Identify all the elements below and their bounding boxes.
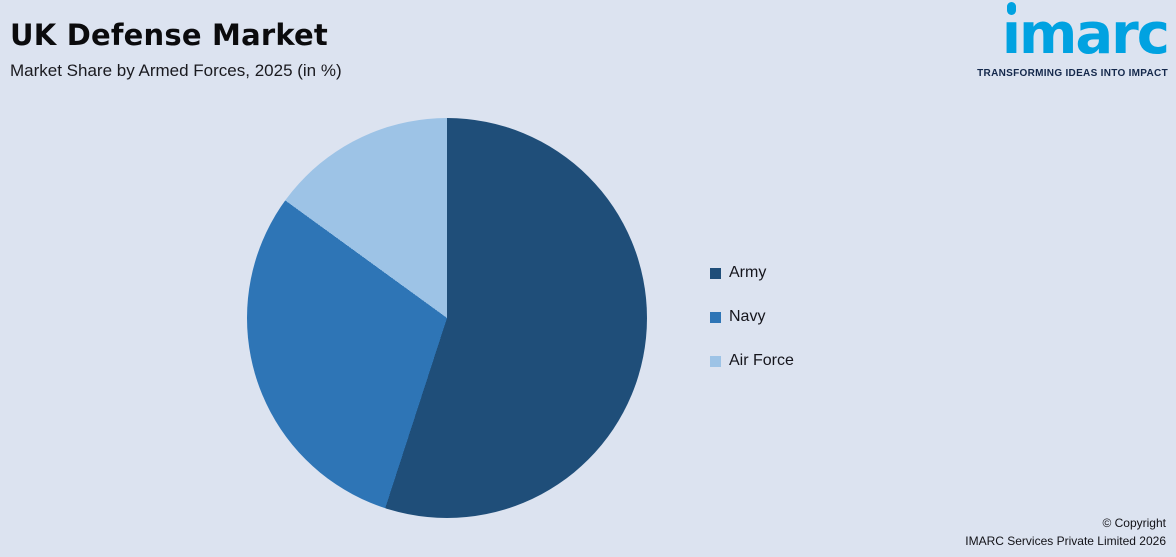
header: UK Defense Market Market Share by Armed … bbox=[10, 18, 342, 81]
legend-marker-navy bbox=[710, 311, 721, 323]
legend-item-army: Army bbox=[710, 264, 794, 282]
copyright: © Copyright IMARC Services Private Limit… bbox=[965, 515, 1166, 550]
legend-marker-army bbox=[710, 267, 721, 279]
legend-label-army: Army bbox=[729, 264, 767, 281]
logo-text-wrap: ımarc bbox=[1001, 2, 1170, 67]
legend-label-airforce: Air Force bbox=[729, 352, 794, 369]
legend-item-airforce: Air Force bbox=[710, 352, 794, 370]
logo-text: ımarc bbox=[1001, 2, 1170, 67]
logo-tagline: TRANSFORMING IDEAS INTO IMPACT bbox=[977, 67, 1168, 79]
chart-subtitle: Market Share by Armed Forces, 2025 (in %… bbox=[10, 61, 342, 80]
chart-title: UK Defense Market bbox=[10, 18, 328, 52]
copyright-line1: © Copyright bbox=[1102, 516, 1166, 531]
legend-label-navy: Navy bbox=[729, 308, 766, 325]
logo-dot-icon bbox=[1006, 2, 1016, 15]
legend-marker-airforce bbox=[710, 355, 721, 367]
legend: Army Navy Air Force bbox=[710, 264, 794, 370]
copyright-line2: IMARC Services Private Limited 2026 bbox=[965, 533, 1166, 548]
pie-chart bbox=[247, 118, 647, 518]
legend-item-navy: Navy bbox=[710, 308, 794, 326]
imarc-logo: ımarc TRANSFORMING IDEAS INTO IMPACT bbox=[940, 2, 1170, 79]
